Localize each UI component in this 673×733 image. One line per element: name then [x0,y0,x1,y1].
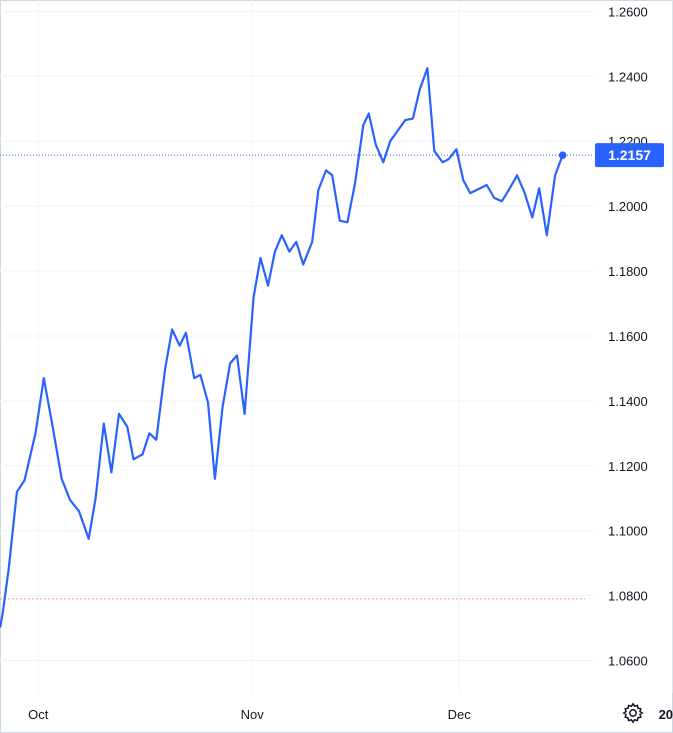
y-tick-label: 1.2000 [608,199,648,214]
y-tick-label: 1.2400 [608,69,648,84]
x-axis: Oct Nov Dec 2023 [28,707,673,722]
x-tick-label: Oct [28,707,49,722]
grid [0,0,673,693]
last-value-text: 1.2157 [608,147,651,163]
y-axis: 1.26001.24001.22001.20001.18001.16001.14… [608,4,648,668]
y-tick-label: 1.0600 [608,654,648,669]
gear-icon[interactable] [621,701,645,725]
y-tick-label: 1.2600 [608,4,648,19]
y-tick-label: 1.1200 [608,459,648,474]
x-tick-label: 2023 [659,707,673,722]
last-point [558,151,567,159]
last-value-label: 1.2157 [595,143,664,168]
y-tick-label: 1.1000 [608,524,648,539]
y-tick-label: 1.1600 [608,329,648,344]
y-tick-label: 1.1400 [608,394,648,409]
last-value-badge [595,143,664,168]
series-line [0,67,564,628]
y-tick-label: 1.0800 [608,589,648,604]
x-tick-label: Nov [241,707,265,722]
x-tick-label: Dec [448,707,472,722]
y-tick-label: 1.1800 [608,264,648,279]
series [0,67,567,628]
